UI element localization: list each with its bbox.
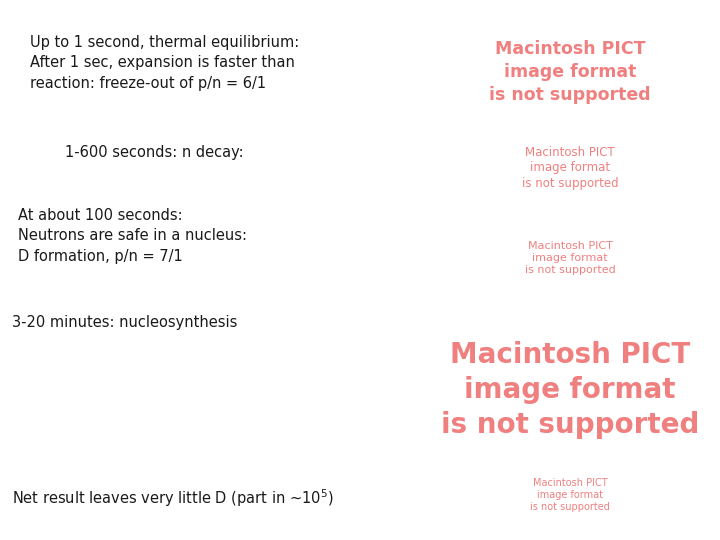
Text: Macintosh PICT
image format
is not supported: Macintosh PICT image format is not suppo… — [522, 145, 618, 191]
Text: At about 100 seconds:
Neutrons are safe in a nucleus:
D formation, p/n = 7/1: At about 100 seconds: Neutrons are safe … — [18, 208, 247, 264]
Text: Macintosh PICT
image format
is not supported: Macintosh PICT image format is not suppo… — [525, 241, 616, 275]
Text: Up to 1 second, thermal equilibrium:
After 1 sec, expansion is faster than
react: Up to 1 second, thermal equilibrium: Aft… — [30, 35, 300, 91]
Text: 1-600 seconds: n decay:: 1-600 seconds: n decay: — [65, 145, 243, 160]
Text: Macintosh PICT
image format
is not supported: Macintosh PICT image format is not suppo… — [441, 341, 699, 438]
Text: Macintosh PICT
image format
is not supported: Macintosh PICT image format is not suppo… — [530, 478, 610, 511]
Text: Net result leaves very little D (part in ~10$^5$): Net result leaves very little D (part in… — [12, 487, 333, 509]
Text: Macintosh PICT
image format
is not supported: Macintosh PICT image format is not suppo… — [489, 40, 651, 104]
Text: 3-20 minutes: nucleosynthesis: 3-20 minutes: nucleosynthesis — [12, 315, 238, 330]
